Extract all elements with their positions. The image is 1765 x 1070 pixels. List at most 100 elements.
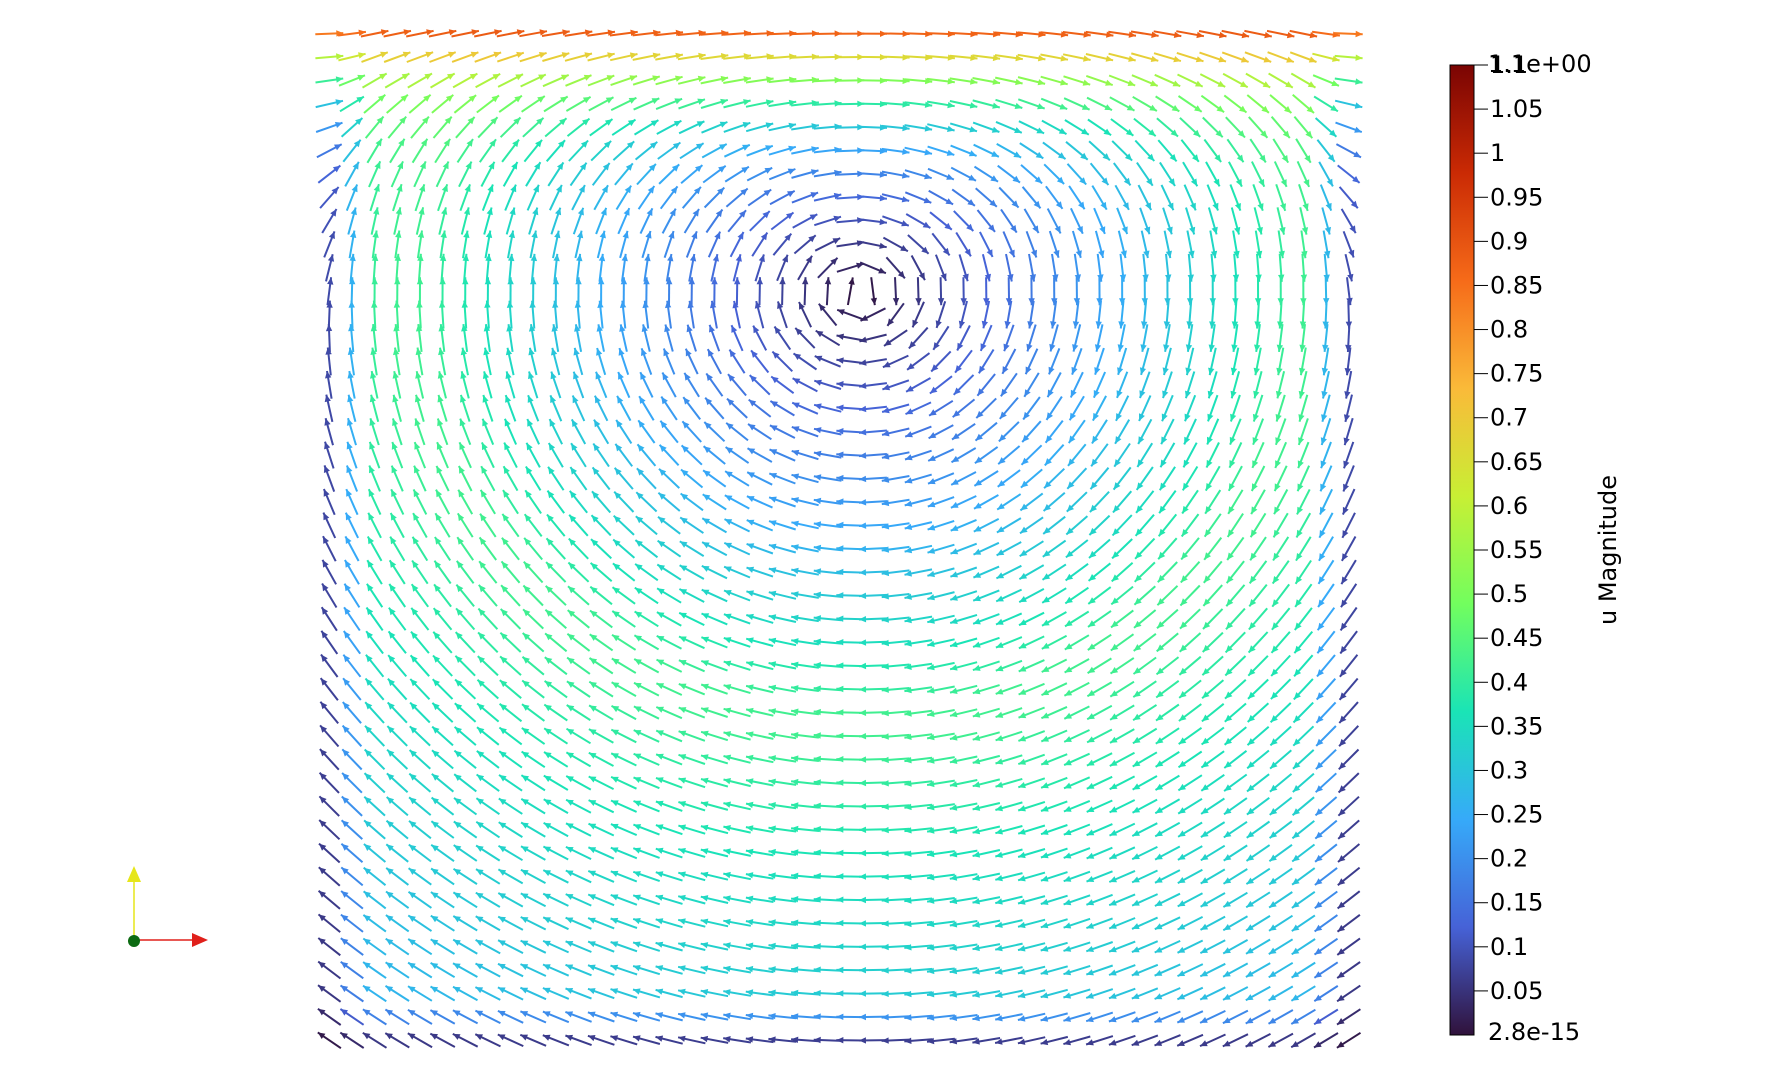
velocity-glyph-head xyxy=(636,468,644,476)
velocity-glyph-head xyxy=(1064,666,1073,673)
velocity-glyph-head xyxy=(1072,321,1080,329)
velocity-glyph-head xyxy=(657,588,665,595)
velocity-glyph-head xyxy=(524,537,532,546)
velocity-glyph-head xyxy=(543,893,551,900)
velocity-glyph-head xyxy=(675,75,683,82)
velocity-glyph-head xyxy=(1135,528,1143,536)
velocity-glyph-head xyxy=(1015,54,1023,62)
velocity-glyph-head xyxy=(353,139,361,148)
velocity-glyph-head xyxy=(746,566,755,573)
velocity-glyph-head xyxy=(1136,482,1144,490)
velocity-glyph-head xyxy=(433,655,441,663)
velocity-glyph-head xyxy=(1340,646,1347,654)
velocity-glyph-head xyxy=(1070,389,1077,398)
velocity-glyph-head xyxy=(497,987,506,994)
velocity-glyph-head xyxy=(1207,413,1214,422)
velocity-glyph-head xyxy=(1201,760,1209,768)
velocity-glyph-head xyxy=(1256,227,1263,235)
velocity-glyph-head xyxy=(611,753,619,760)
velocity-glyph-head xyxy=(475,1010,484,1017)
velocity-glyph-head xyxy=(1116,413,1122,421)
velocity-glyph-head xyxy=(539,29,547,36)
velocity-glyph-head xyxy=(1018,688,1027,695)
velocity-glyph-head xyxy=(735,254,742,262)
velocity-glyph-head xyxy=(995,805,1003,812)
velocity-glyph-head xyxy=(334,122,343,128)
velocity-glyph-head xyxy=(1245,1017,1254,1024)
velocity-glyph-head xyxy=(1291,994,1300,1001)
velocity-glyph-head xyxy=(399,116,407,124)
velocity-glyph-head xyxy=(1315,785,1323,793)
velocity-glyph-head xyxy=(1252,460,1259,468)
velocity-glyph-head xyxy=(859,639,867,646)
velocity-glyph-head xyxy=(972,874,980,881)
velocity-glyph-head xyxy=(689,254,697,262)
velocity-glyph-head xyxy=(907,363,915,370)
velocity-glyph-head xyxy=(499,751,507,758)
velocity-glyph-head xyxy=(633,1011,641,1018)
velocity-glyph-head xyxy=(813,779,821,786)
velocity-glyph-head xyxy=(320,701,328,710)
velocity-glyph-head xyxy=(972,804,981,811)
velocity-glyph-head xyxy=(343,654,351,663)
scalar-bar-tick-label: 1.05 xyxy=(1490,95,1543,123)
velocity-glyph-head xyxy=(1154,1016,1163,1023)
velocity-glyph-head xyxy=(542,1034,551,1041)
velocity-glyph-head xyxy=(1179,691,1187,698)
velocity-glyph-head xyxy=(454,726,462,734)
velocity-glyph-head xyxy=(341,843,349,851)
velocity-glyph-head xyxy=(976,410,984,419)
velocity-glyph-head xyxy=(431,868,439,876)
velocity-glyph-head xyxy=(319,796,327,804)
velocity-glyph-head xyxy=(1154,946,1163,953)
velocity-glyph-head xyxy=(723,660,732,667)
velocity-glyph-head xyxy=(1338,785,1346,793)
velocity-glyph-head xyxy=(394,277,401,285)
velocity-glyph-head xyxy=(475,916,484,923)
velocity-glyph-head xyxy=(769,496,777,503)
velocity-glyph-head xyxy=(477,727,485,735)
velocity-glyph-head xyxy=(1223,947,1231,954)
velocity-glyph-head xyxy=(1092,412,1099,421)
velocity-glyph-head xyxy=(363,985,371,993)
velocity-glyph-head xyxy=(972,734,981,741)
velocity-glyph-head xyxy=(1064,643,1073,650)
velocity-glyph-head xyxy=(768,848,776,856)
velocity-glyph-head xyxy=(521,846,529,853)
velocity-glyph-head xyxy=(902,77,910,85)
velocity-glyph-head xyxy=(1042,550,1051,557)
velocity-glyph-head xyxy=(950,687,958,694)
velocity-glyph-head xyxy=(881,616,889,623)
velocity-glyph-head xyxy=(436,489,443,498)
velocity-glyph-head xyxy=(1086,759,1095,766)
velocity-glyph-head xyxy=(663,348,670,357)
velocity-glyph-head xyxy=(408,891,416,899)
velocity-glyph-head xyxy=(443,138,451,147)
velocity-glyph-head xyxy=(921,246,929,254)
velocity-glyph-head xyxy=(949,1038,958,1045)
velocity-glyph-head xyxy=(1353,151,1361,158)
velocity-glyph-head xyxy=(653,29,661,37)
velocity-glyph-head xyxy=(859,592,867,599)
velocity-glyph-head xyxy=(1007,274,1014,282)
velocity-glyph-head xyxy=(331,187,339,195)
velocity-glyph-head xyxy=(1246,947,1254,954)
scalar-bar-legend[interactable]: 0.050.10.150.20.250.30.350.40.450.50.550… xyxy=(1449,50,1622,1046)
velocity-glyph-head xyxy=(947,125,955,132)
velocity-glyph-head xyxy=(1224,737,1232,745)
velocity-glyph-head xyxy=(1253,367,1260,376)
velocity-glyph-head xyxy=(950,641,958,648)
velocity-glyph-head xyxy=(657,540,666,548)
velocity-glyph-head xyxy=(566,705,575,712)
velocity-glyph-head xyxy=(569,490,577,499)
velocity-glyph-head xyxy=(1086,876,1095,882)
velocity-glyph-head xyxy=(588,800,597,806)
velocity-glyph-head xyxy=(688,277,695,285)
velocity-glyph-head xyxy=(528,371,535,380)
velocity-glyph-head xyxy=(317,1032,326,1039)
velocity-glyph-head xyxy=(408,844,417,852)
velocity-glyph-head xyxy=(413,513,420,521)
velocity-glyph-head xyxy=(1316,715,1324,723)
velocity-glyph-head xyxy=(376,116,384,124)
